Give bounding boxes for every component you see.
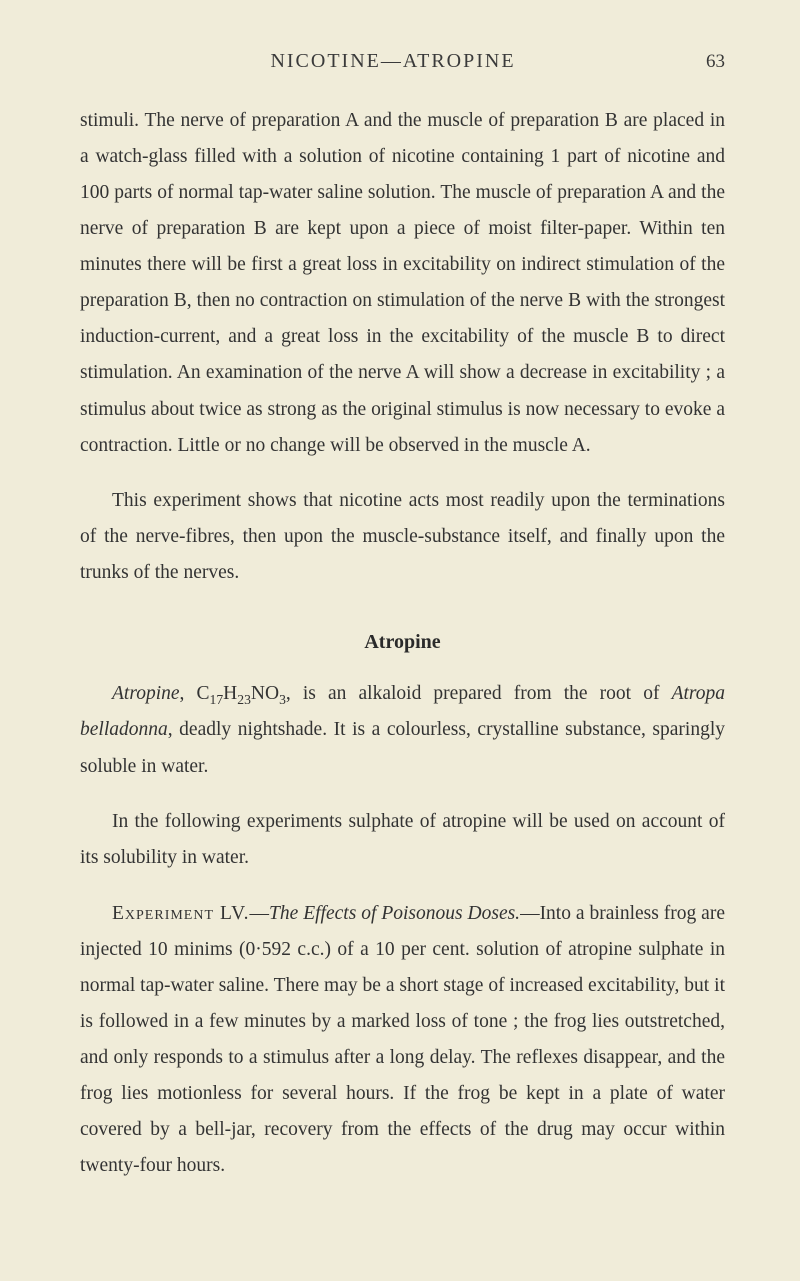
page-number: 63 [706,51,725,73]
p3-sub1: 17 [210,692,224,707]
p3-text4: , is an alkaloid prepared from the root … [286,683,672,704]
p3-sub3: 3 [279,692,286,707]
p5-text1: — [250,903,270,924]
p3-text2: H [223,683,237,704]
page-header: NICOTINE—ATROPINE 63 [80,50,725,73]
paragraph-5: Experiment LV.—The Effects of Poisonous … [80,896,725,1185]
header-title: NICOTINE—ATROPINE [80,50,706,73]
p3-text1: , C [180,683,210,704]
p3-sub2: 23 [237,692,251,707]
paragraph-4: In the following experiments sulphate of… [80,804,725,876]
experiment-title-italic: The Effects of Poisonous Doses. [269,903,520,924]
paragraph-2: This experiment shows that nicotine acts… [80,483,725,591]
p3-text3: NO [251,683,279,704]
section-title-atropine: Atropine [80,631,725,654]
p5-text2: —Into a brainless frog are injected 10 m… [80,903,725,1176]
atropine-italic: Atropine [112,683,180,704]
paragraph-3: Atropine, C17H23NO3, is an alkaloid prep… [80,676,725,784]
page-container: NICOTINE—ATROPINE 63 stimuli. The nerve … [0,0,800,1252]
experiment-label: Experiment LV. [112,903,250,924]
paragraph-1: stimuli. The nerve of preparation A and … [80,103,725,464]
p3-text5: , deadly nightshade. It is a colourless,… [80,719,725,776]
